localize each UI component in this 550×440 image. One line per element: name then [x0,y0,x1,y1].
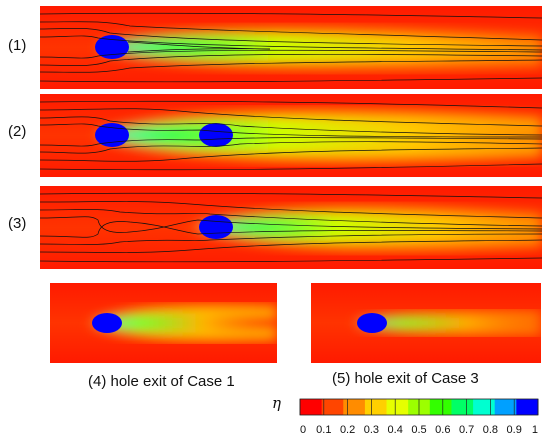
colorbar-tick-label: 0.2 [340,424,355,436]
colorbar-tick-label: 0.8 [483,424,498,436]
contour-panel-2 [40,94,542,177]
streamlines [40,12,542,83]
hole-exit-2 [199,215,233,239]
contour-panel-1 [40,6,542,89]
colorbar-tick-label: 0 [300,424,306,436]
panel-2-label: (2) [8,123,27,140]
colorbar-segment [321,399,344,415]
caption-case-3: (5) hole exit of Case 3 [332,370,479,387]
hole-exit-1 [95,123,129,147]
contour-panel-5 [311,283,541,363]
colorbar-tick-label: 0.5 [411,424,426,436]
colorbar-tick-label: 0.6 [435,424,450,436]
colorbar-segment [429,399,452,415]
colorbar-segment [343,399,366,415]
contour-panel-4 [50,283,277,363]
colorbar-tick-label: 0.7 [459,424,474,436]
panel-1-label: (1) [8,37,27,54]
panel-3-label: (3) [8,215,27,232]
colorbar-segment [364,399,388,415]
colorbar-tick-label: 0.1 [316,424,331,436]
colorbar-tick-label: 0.9 [507,424,522,436]
colorbar-tick-label: 1 [532,424,538,436]
colorbar-segment [386,399,409,415]
caption-case-1: (4) hole exit of Case 1 [88,373,235,390]
colorbar-segment [300,399,323,415]
colorbar: 0 0.1 0.2 0.3 0.4 0.5 0.6 0.7 0.8 0.9 1 [299,398,539,436]
contour-panel-3 [40,186,542,269]
hole-exit-1 [95,35,129,59]
hole-exit-1 [92,313,122,333]
colorbar-tick-label: 0.4 [388,424,403,436]
colorbar-symbol: η [272,394,281,412]
colorbar-segment [516,399,539,415]
hole-exit-2 [357,313,387,333]
streamlines [40,192,542,263]
colorbar-tick-label: 0.3 [364,424,379,436]
streamlines [40,100,542,171]
hole-exit-2 [199,123,233,147]
colorbar-segment [451,399,474,415]
colorbar-segment [494,399,517,415]
colorbar-segment [473,399,496,415]
